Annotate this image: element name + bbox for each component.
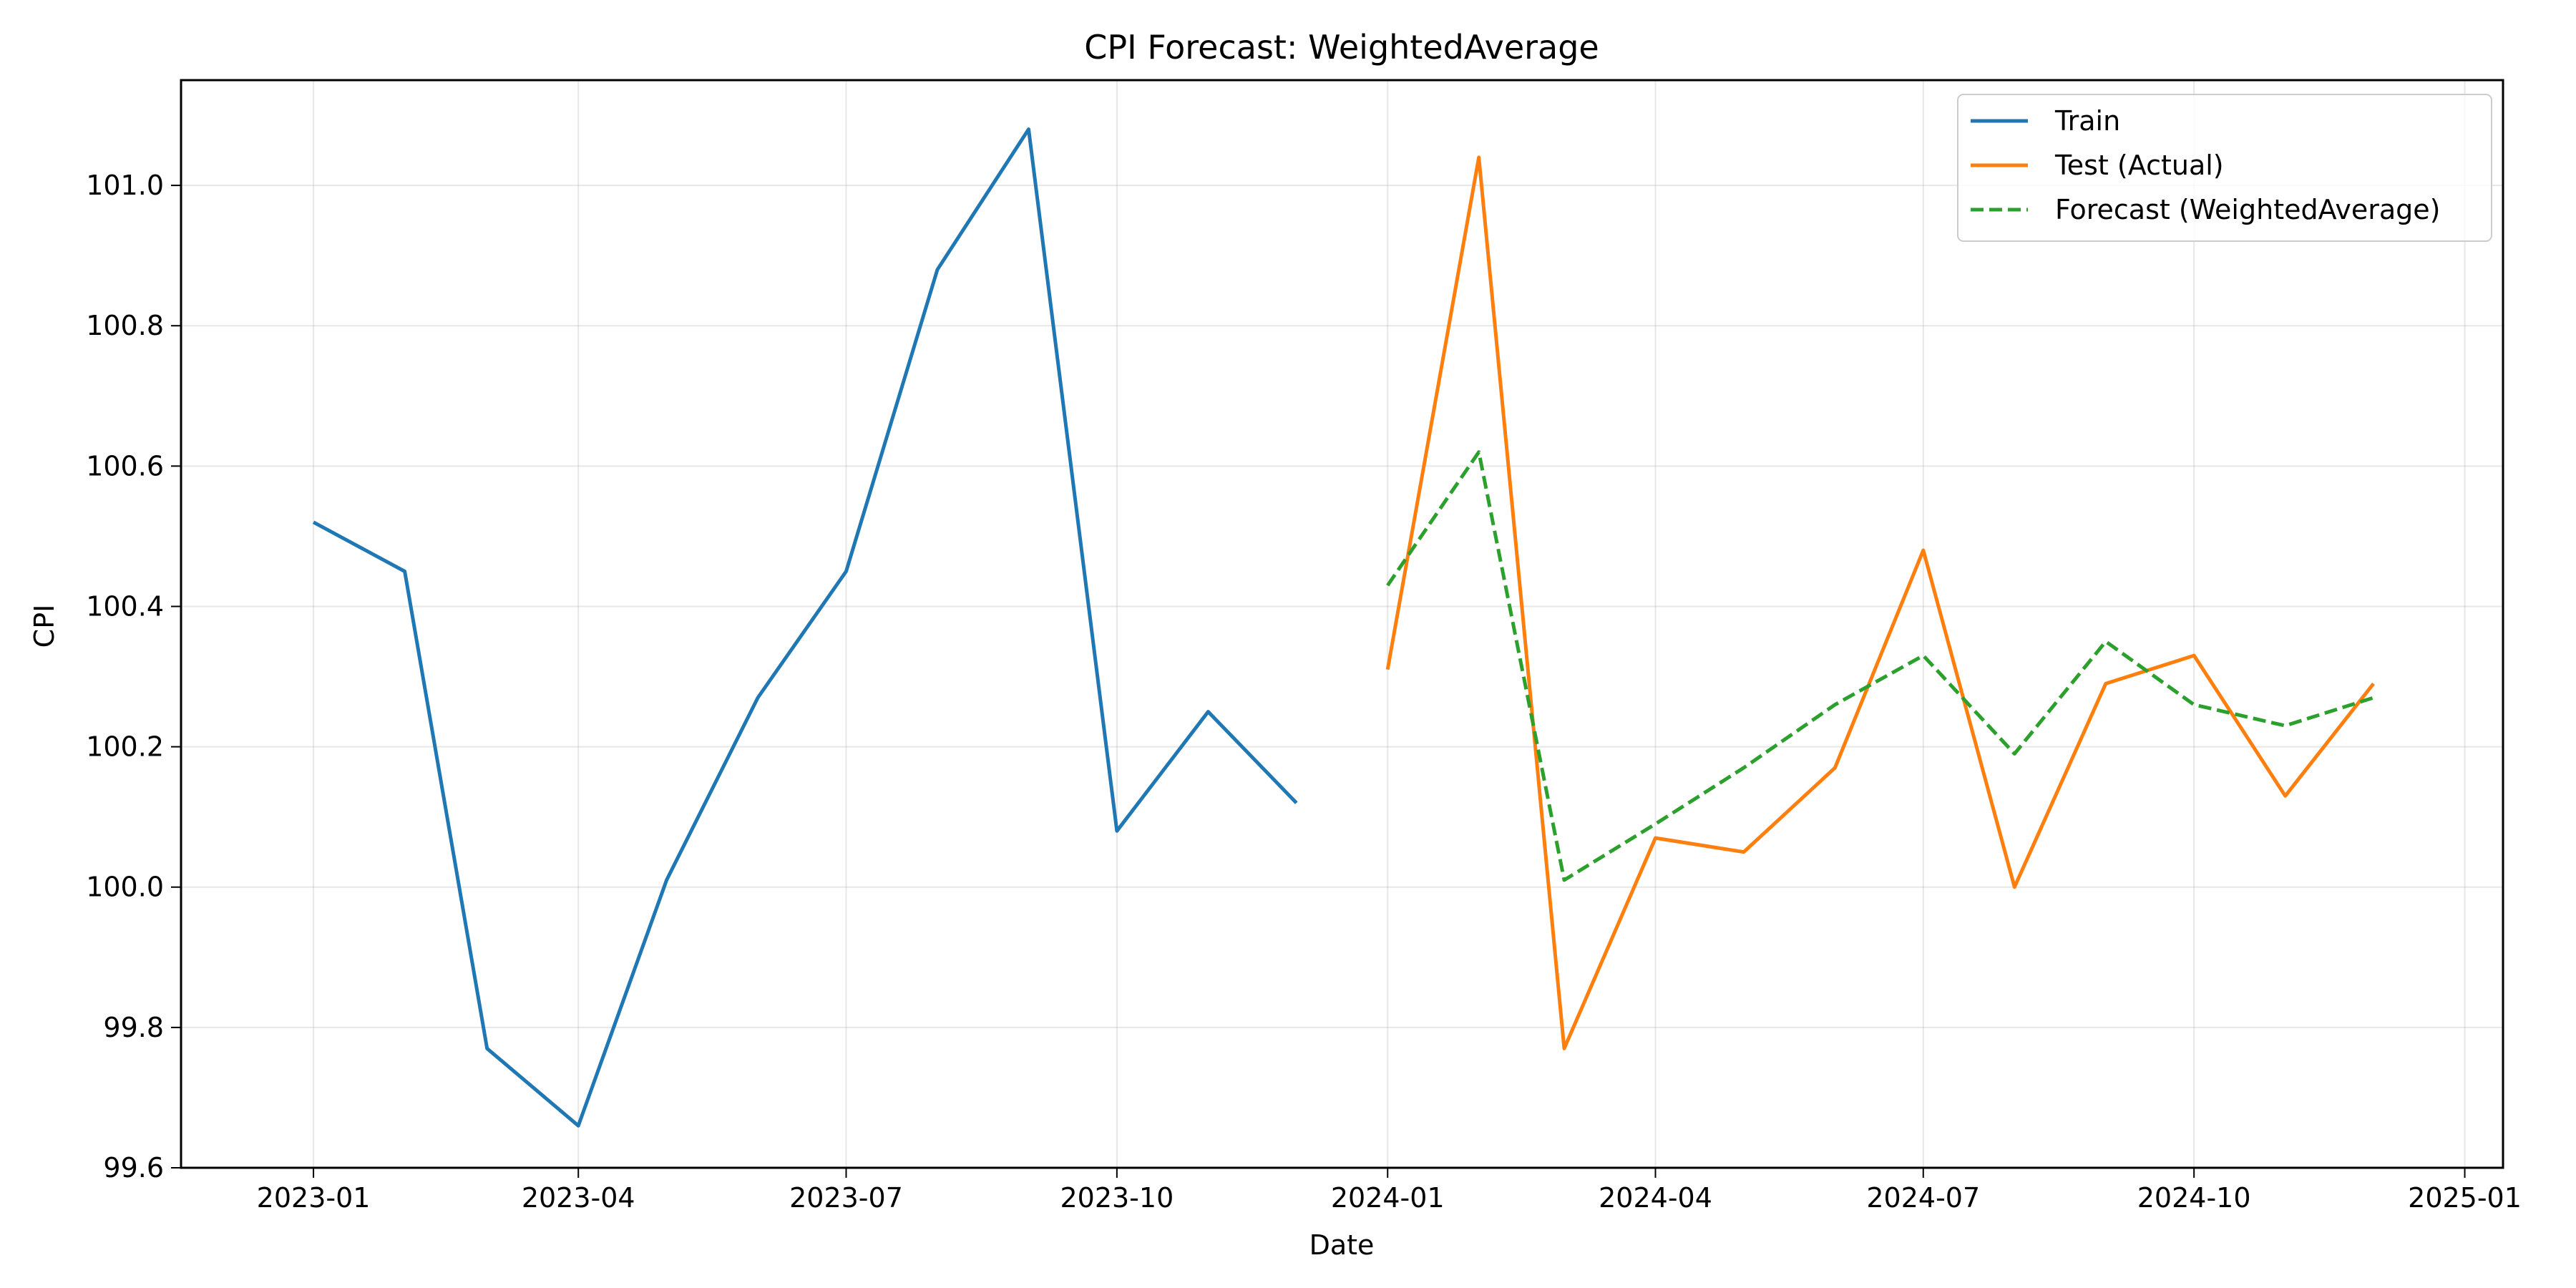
series-line-train bbox=[312, 127, 1298, 1128]
x-tick-label: 2024-10 bbox=[2137, 1182, 2251, 1214]
x-tick-label: 2023-10 bbox=[1060, 1182, 1174, 1214]
x-tick-label: 2023-07 bbox=[789, 1182, 903, 1214]
legend-label-train: Train bbox=[2054, 105, 2120, 137]
y-tick-label: 100.4 bbox=[86, 590, 164, 622]
y-tick-label: 100.6 bbox=[86, 450, 164, 482]
chart-title: CPI Forecast: WeightedAverage bbox=[1084, 28, 1599, 67]
x-tick-label: 2024-01 bbox=[1331, 1182, 1445, 1214]
plot-area-frame bbox=[180, 79, 2504, 1169]
x-tick-label: 2024-04 bbox=[1599, 1182, 1712, 1214]
y-axis-label: CPI bbox=[29, 605, 60, 648]
y-tick-label: 99.8 bbox=[103, 1012, 164, 1043]
series-line-test-actual bbox=[1385, 155, 2375, 1050]
y-tick-label: 100.2 bbox=[86, 731, 164, 763]
y-tick-label: 100.0 bbox=[86, 872, 164, 903]
legend-label-forecast-weightedaverage: Forecast (WeightedAverage) bbox=[2055, 194, 2440, 225]
series-layer bbox=[312, 127, 2375, 1128]
legend-label-test-actual: Test (Actual) bbox=[2054, 150, 2224, 181]
y-tick-label: 99.6 bbox=[103, 1152, 164, 1184]
x-tick-label: 2023-01 bbox=[257, 1182, 371, 1214]
x-tick-label: 2025-01 bbox=[2408, 1182, 2522, 1214]
series-line-forecast-weightedaverage bbox=[1386, 450, 2374, 882]
x-tick-label: 2023-04 bbox=[522, 1182, 635, 1214]
x-axis-ticks: 2023-01 2023-04 2023-07 2023-10 2024-01 2024-… bbox=[257, 1168, 2522, 1214]
y-tick-label: 100.8 bbox=[86, 310, 164, 341]
legend: Train Test (Actual) Forecast (WeightedAver… bbox=[1957, 94, 2492, 242]
y-axis-ticks: 99.6 99.8 100.0 100.2 100.4 100.6 100.8 101.0 bbox=[86, 170, 181, 1184]
y-tick-label: 101.0 bbox=[86, 170, 164, 201]
x-tick-label: 2024-07 bbox=[1866, 1182, 1980, 1214]
legend-box bbox=[1957, 94, 2492, 242]
x-axis-label: Date bbox=[1309, 1229, 1375, 1261]
